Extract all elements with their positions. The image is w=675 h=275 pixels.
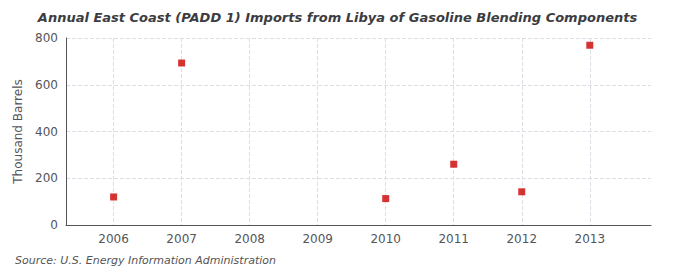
svg-text:Annual East Coast (PADD 1) Imp: Annual East Coast (PADD 1) Imports from …: [37, 10, 638, 25]
svg-text:800: 800: [35, 31, 58, 45]
svg-text:200: 200: [35, 171, 58, 185]
svg-text:2009: 2009: [302, 232, 333, 246]
svg-text:0: 0: [50, 218, 58, 232]
svg-text:2011: 2011: [438, 232, 469, 246]
svg-text:2012: 2012: [506, 232, 537, 246]
svg-text:Source: U.S. Energy Informatio: Source: U.S. Energy Information Administ…: [15, 254, 276, 267]
svg-text:600: 600: [35, 78, 58, 92]
svg-text:Thousand Barrels: Thousand Barrels: [11, 79, 25, 184]
svg-text:2010: 2010: [370, 232, 401, 246]
svg-text:2006: 2006: [98, 232, 129, 246]
svg-text:400: 400: [35, 125, 58, 139]
svg-text:2007: 2007: [166, 232, 197, 246]
svg-text:2008: 2008: [234, 232, 265, 246]
svg-text:2013: 2013: [575, 232, 606, 246]
